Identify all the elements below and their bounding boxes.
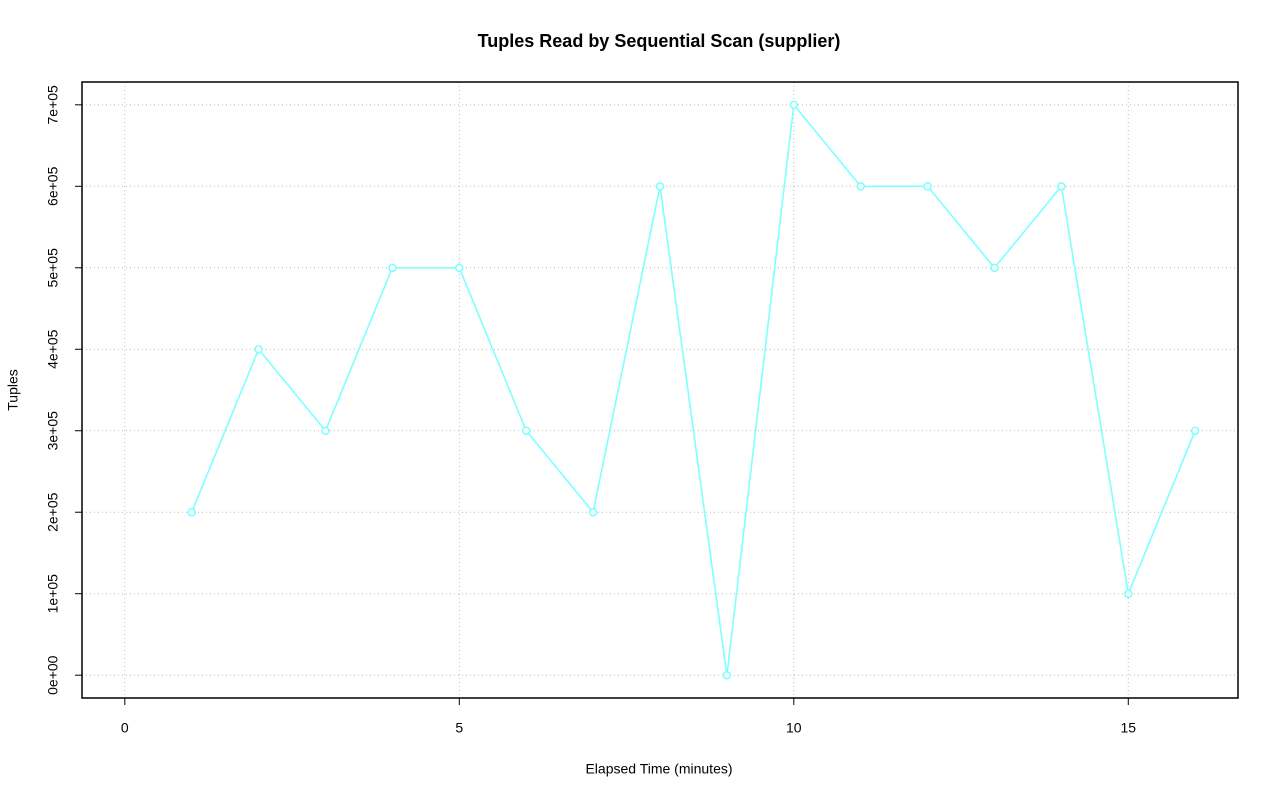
y-tick-label: 3e+05 <box>45 411 61 451</box>
data-point <box>1057 181 1066 191</box>
data-point <box>187 507 197 517</box>
y-tick-label: 0e+00 <box>45 655 61 695</box>
data-point <box>856 181 865 191</box>
data-point <box>990 263 999 273</box>
y-tick-label: 7e+05 <box>45 85 61 125</box>
y-tick-label: 6e+05 <box>45 166 61 206</box>
data-point <box>455 263 464 273</box>
data-point <box>1123 589 1133 599</box>
x-tick-label: 5 <box>455 720 463 736</box>
data-point <box>722 670 732 680</box>
y-axis-title: Tuples <box>5 369 21 411</box>
x-axis-title: Elapsed Time (minutes) <box>585 761 732 777</box>
data-point <box>588 507 598 517</box>
chart-title: Tuples Read by Sequential Scan (supplier… <box>478 31 841 51</box>
y-tick-label: 5e+05 <box>45 248 61 288</box>
data-point <box>789 100 799 110</box>
data-point <box>521 426 531 436</box>
x-tick-label: 15 <box>1120 720 1136 736</box>
y-tick-label: 1e+05 <box>45 574 61 614</box>
data-point <box>923 181 932 191</box>
data-point <box>655 181 665 191</box>
data-point <box>254 344 263 354</box>
data-point <box>388 263 397 273</box>
y-tick-label: 2e+05 <box>45 492 61 532</box>
x-tick-label: 0 <box>121 720 129 736</box>
plot-frame <box>81 81 1239 699</box>
x-tick-label: 10 <box>786 720 802 736</box>
data-point <box>1190 426 1200 436</box>
y-tick-label: 4e+05 <box>45 329 61 369</box>
series-line <box>190 102 1196 676</box>
data-point <box>321 426 330 436</box>
